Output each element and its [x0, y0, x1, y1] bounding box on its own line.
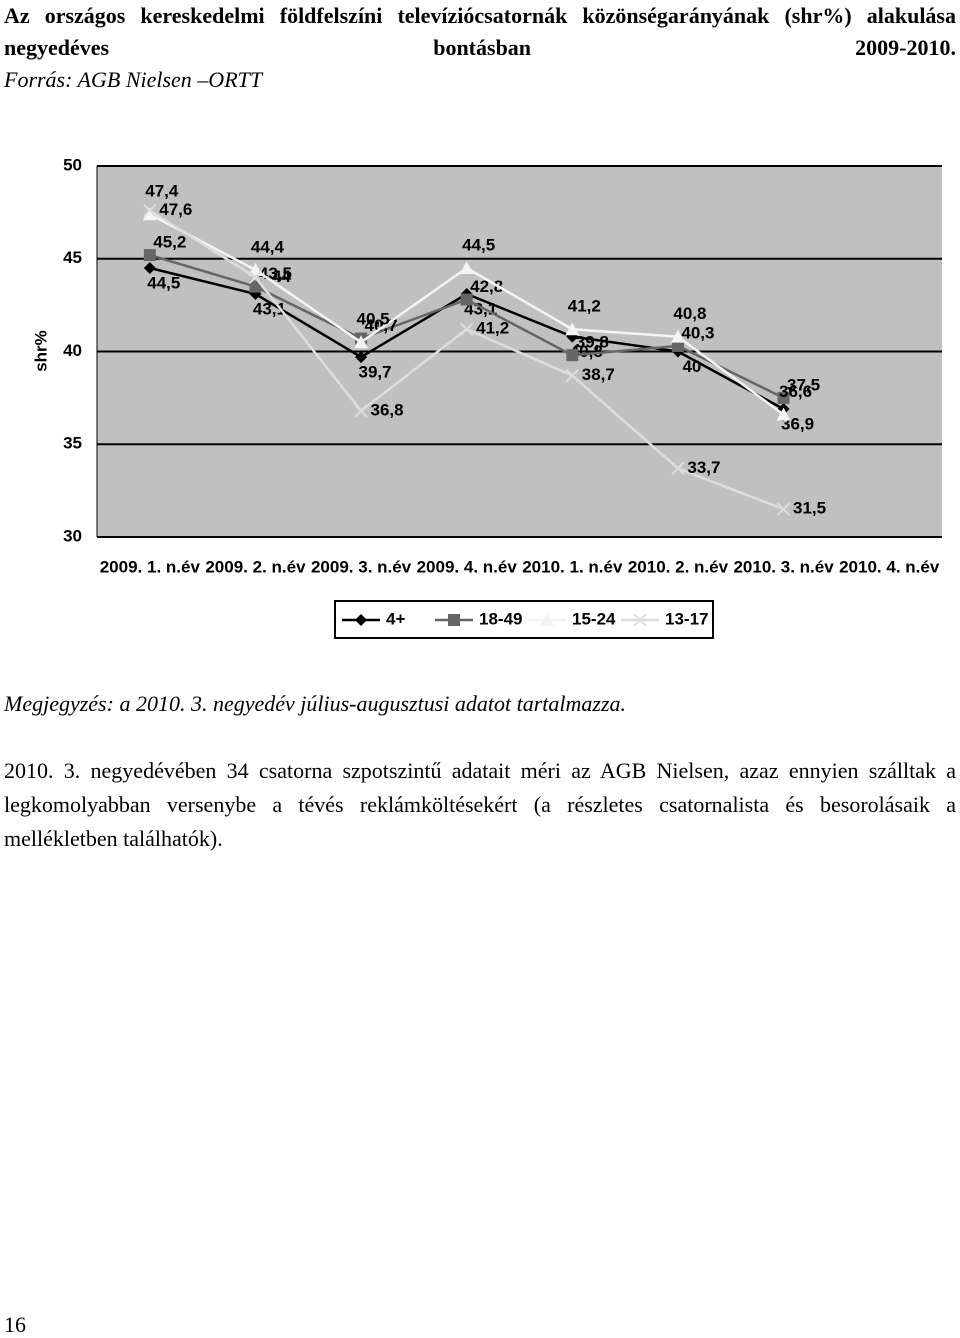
x-tick-label: 2010. 4. n.év — [839, 557, 940, 576]
y-tick-label: 40 — [63, 341, 82, 360]
page-number: 16 — [4, 1312, 26, 1337]
data-point — [460, 293, 473, 306]
data-point — [142, 207, 157, 221]
data-label: 41,2 — [568, 297, 601, 316]
x-tick-label: 2009. 4. n.év — [417, 557, 518, 576]
data-point — [671, 461, 685, 476]
y-axis-label: shr% — [31, 330, 50, 372]
y-tick-label: 30 — [63, 526, 82, 545]
data-label: 45,2 — [153, 233, 186, 252]
data-point — [776, 407, 791, 421]
data-label: 39,8 — [576, 333, 609, 352]
data-label: 44,5 — [462, 236, 495, 255]
data-point — [143, 262, 156, 275]
data-point — [671, 339, 684, 352]
legend-marker — [540, 613, 554, 626]
data-label: 44,5 — [147, 274, 180, 293]
x-tick-label: 2010. 1. n.év — [522, 557, 623, 576]
data-label: 36,8 — [371, 400, 404, 419]
legend-marker — [355, 614, 367, 626]
title: Az országos kereskedelmi földfelszíni te… — [4, 3, 956, 60]
data-point — [459, 261, 474, 275]
data-point — [565, 368, 580, 383]
x-tick-label: 2009. 1. n.év — [100, 557, 201, 576]
data-point — [565, 322, 580, 336]
x-tick-label: 2010. 3. n.év — [733, 557, 834, 576]
data-point — [777, 391, 790, 404]
data-label: 40,5 — [357, 310, 390, 329]
data-label: 33,7 — [687, 458, 720, 477]
x-tick-label: 2009. 3. n.év — [311, 557, 412, 576]
data-point — [354, 404, 368, 418]
legend-label: 4+ — [386, 609, 405, 628]
source: Forrás: AGB Nielsen –ORTT — [4, 67, 263, 92]
data-label: 40,8 — [673, 304, 706, 323]
data-label: 38,7 — [582, 365, 615, 384]
legend-label: 18-49 — [479, 609, 522, 628]
y-tick-label: 35 — [63, 434, 82, 453]
data-label: 40,3 — [681, 323, 714, 342]
legend-label: 15-24 — [572, 609, 616, 628]
data-label: 47,4 — [145, 182, 179, 201]
data-label: 44 — [272, 267, 291, 286]
data-point — [459, 322, 474, 336]
data-label: 37,5 — [787, 375, 820, 394]
data-label: 31,5 — [793, 499, 826, 518]
data-point — [776, 502, 791, 516]
note: Megjegyzés: a 2010. 3. negyedév július-a… — [4, 691, 627, 716]
data-label: 42,8 — [470, 277, 503, 296]
data-point — [248, 270, 263, 285]
data-label: 47,6 — [159, 200, 192, 219]
data-label: 40 — [682, 357, 701, 376]
data-label: 39,7 — [359, 363, 392, 382]
y-tick-label: 50 — [63, 155, 82, 174]
legend-marker — [633, 613, 647, 627]
data-point — [249, 280, 262, 293]
data-point — [670, 329, 685, 343]
data-point — [354, 335, 369, 349]
data-label: 44,4 — [251, 237, 285, 256]
x-tick-label: 2009. 2. n.év — [205, 557, 306, 576]
legend-marker — [448, 614, 460, 626]
data-point — [355, 351, 368, 364]
data-label: 41,2 — [476, 319, 509, 338]
legend-label: 13-17 — [665, 609, 708, 628]
chart: shr% 30 35 40 45 50 2009. 1. n.év 2009. 2. n.é… — [31, 155, 942, 639]
x-tick-label: 2010. 2. n.év — [628, 557, 729, 576]
data-label: 40,7 — [365, 316, 398, 335]
data-label: 36,6 — [779, 382, 812, 401]
data-point — [143, 249, 156, 262]
body-text: 2010. 3. negyedévében 34 csatorna szpots… — [4, 758, 956, 851]
data-point — [143, 203, 157, 218]
data-point — [566, 349, 579, 362]
y-tick-label: 45 — [63, 248, 82, 267]
